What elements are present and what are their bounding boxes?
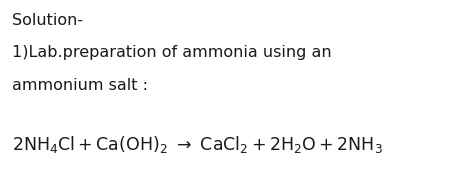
Text: Solution-: Solution- (12, 13, 83, 28)
Text: ammonium salt :: ammonium salt : (12, 78, 148, 93)
Text: 1)Lab.preparation of ammonia using an: 1)Lab.preparation of ammonia using an (12, 45, 331, 60)
Text: $\mathregular{2NH_4Cl + Ca(OH)_2 \ \rightarrow \ CaCl_2 + 2H_2O + 2NH_3}$: $\mathregular{2NH_4Cl + Ca(OH)_2 \ \righ… (12, 134, 383, 155)
